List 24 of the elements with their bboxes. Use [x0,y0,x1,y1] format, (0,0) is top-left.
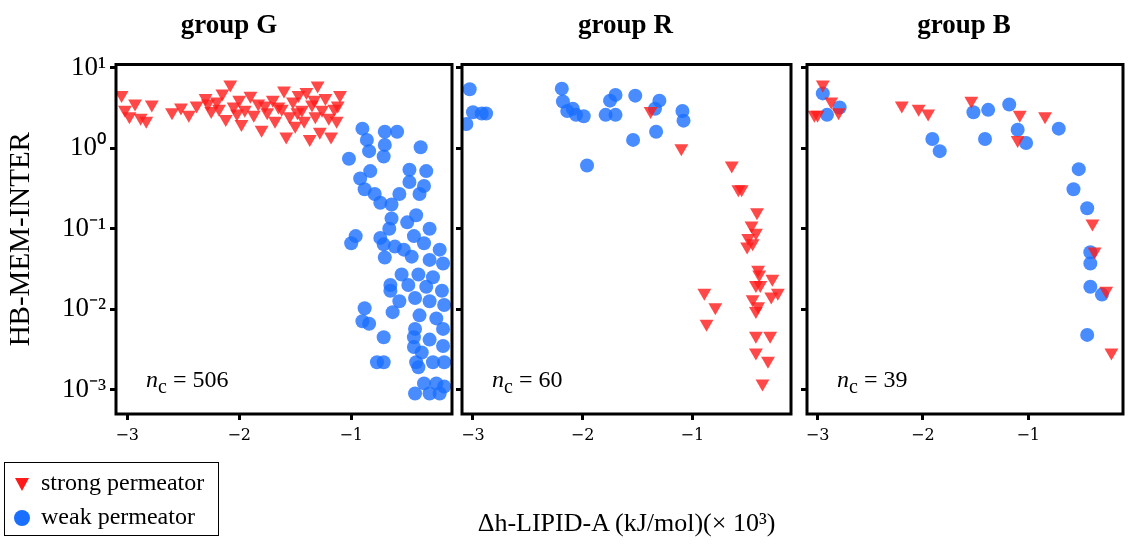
chart-title: group G [180,9,278,40]
x-tick-label: −3 [115,424,139,444]
chart-title: group R [578,9,674,40]
x-axis-title: Δh-LIPID-A (kJ/mol)(× 10³) [477,508,776,538]
x-tick-label: −1 [1016,424,1040,444]
x-tick-label: −3 [805,424,830,444]
y-tick-label: 10⁰ [70,131,106,162]
x-tick-label: −3 [461,424,485,444]
annotation: n$_{c}$ = 60 [492,366,563,398]
legend-label: strong permeator [41,469,205,495]
x-tick-label: −2 [911,424,935,444]
x-tick-label: −2 [570,424,595,444]
x-tick-label: −2 [227,424,251,444]
y-tick-label: 10⁻¹ [61,211,106,242]
annotation: n$_{c}$ = 506 [146,366,229,398]
annotation: n$_{c}$ = 39 [837,366,908,398]
legend-label: weak permeator [41,503,195,529]
y-tick-label: 10⁻³ [61,372,106,403]
y-axis-title: HB-MEM-INTER [3,131,36,347]
x-tick-label: −1 [339,424,363,444]
chart-title: group B [917,9,1011,40]
x-tick-label: −1 [680,424,705,444]
y-tick-label: 10⁻² [61,292,106,323]
y-tick-label: 10¹ [70,50,106,81]
